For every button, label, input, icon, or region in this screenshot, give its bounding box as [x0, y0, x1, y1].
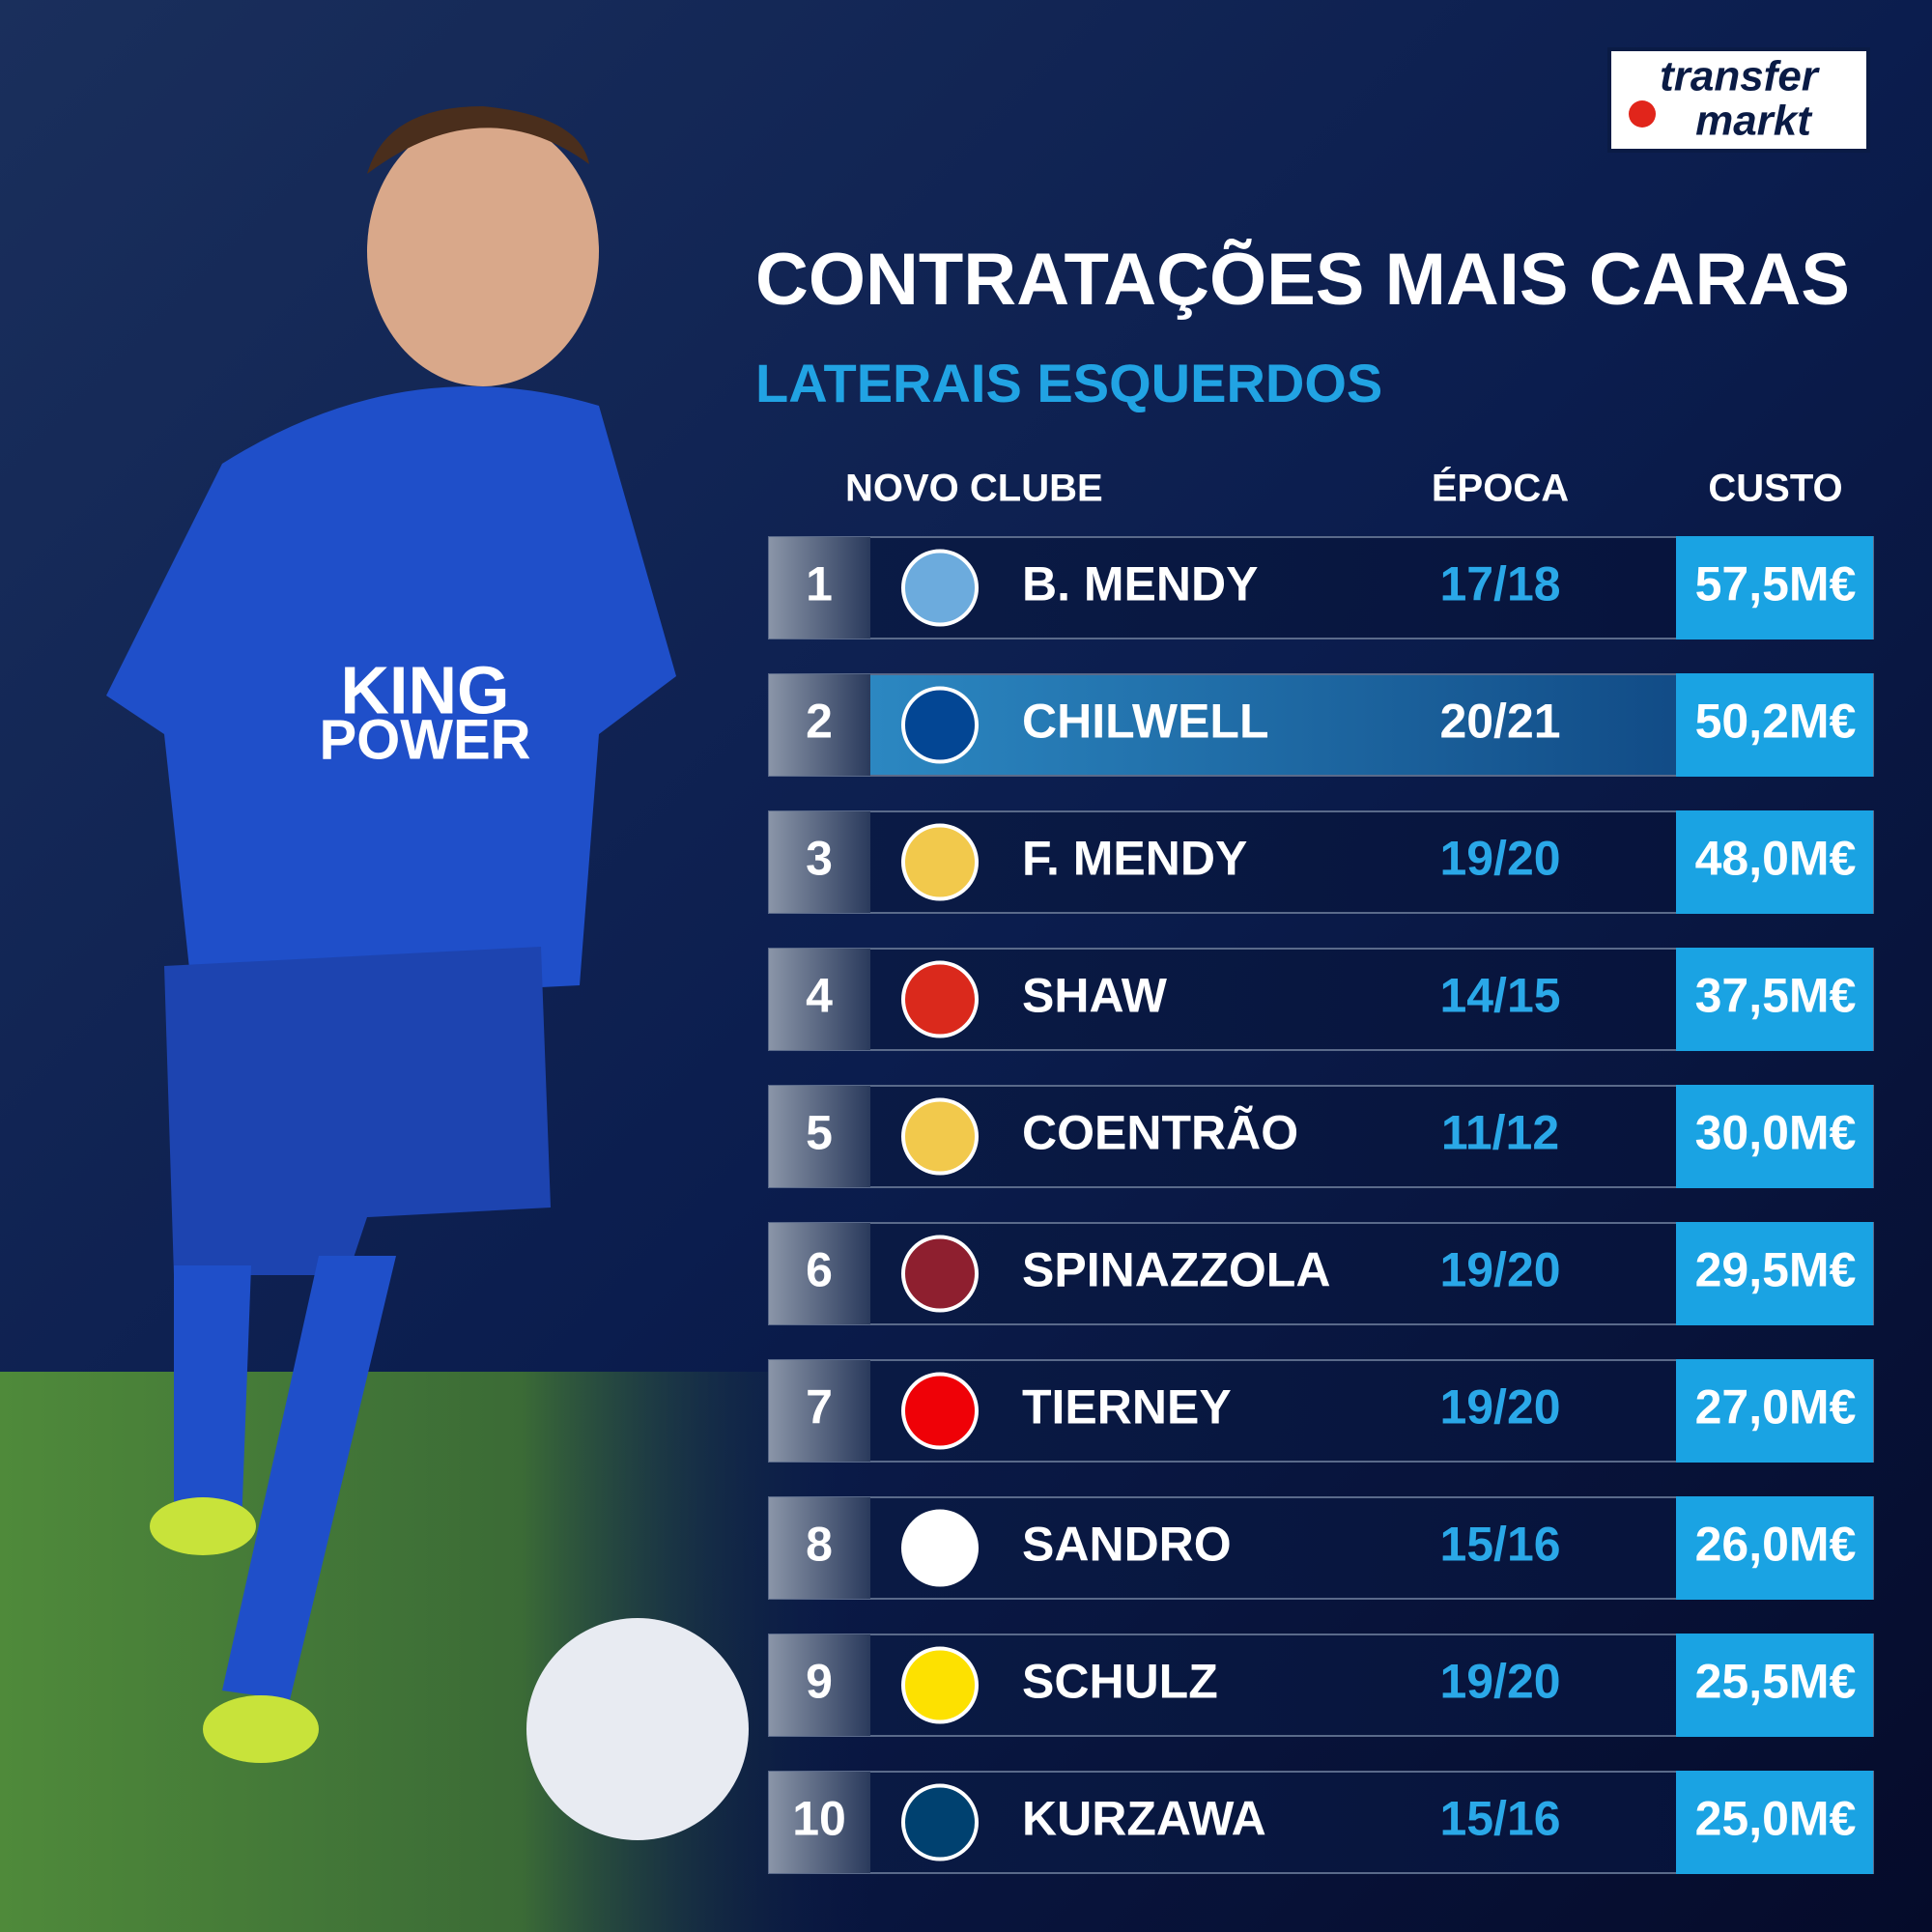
- cost: 29,5M€: [1695, 1243, 1857, 1297]
- player-name: CHILWELL: [1022, 695, 1269, 749]
- cost: 27,0M€: [1695, 1380, 1857, 1435]
- rank-box: [769, 949, 870, 1050]
- player-name: SANDRO: [1022, 1518, 1232, 1572]
- cost-box: [1676, 1496, 1873, 1600]
- cost: 50,2M€: [1695, 695, 1857, 749]
- cost: 26,0M€: [1695, 1518, 1857, 1572]
- cost-box: [1676, 1634, 1873, 1737]
- title: CONTRATAÇÕES MAIS CARAS: [755, 239, 1850, 321]
- season: 17/18: [1439, 557, 1560, 611]
- table-row: 10 KURZAWA 15/16 25,0M€: [768, 1771, 1874, 1874]
- table-row: 4 SHAW 14/15 37,5M€: [768, 948, 1874, 1051]
- season: 19/20: [1439, 832, 1560, 886]
- rank-box: [769, 1772, 870, 1873]
- player-name: B. MENDY: [1022, 557, 1258, 611]
- player-name: SHAW: [1022, 969, 1168, 1023]
- club-crest: [901, 686, 979, 764]
- cost: 37,5M€: [1695, 969, 1857, 1023]
- season: 11/12: [1441, 1106, 1559, 1160]
- season: 14/15: [1439, 969, 1560, 1023]
- club-crest: [901, 1097, 979, 1176]
- cost: 48,0M€: [1695, 832, 1857, 886]
- cost-box: [1676, 810, 1873, 914]
- player-photo: KING POWER: [106, 106, 749, 1840]
- rank: 8: [806, 1518, 833, 1572]
- column-header: CUSTO: [1708, 468, 1842, 510]
- rank-box: [769, 1497, 870, 1599]
- player-name: SCHULZ: [1022, 1655, 1218, 1709]
- season: 15/16: [1439, 1792, 1560, 1846]
- player-name: KURZAWA: [1022, 1792, 1266, 1846]
- cost: 25,0M€: [1695, 1792, 1857, 1846]
- cost-box: [1676, 1771, 1873, 1874]
- rank: 3: [806, 832, 833, 886]
- season: 15/16: [1439, 1518, 1560, 1572]
- club-crest: [901, 1235, 979, 1313]
- season: 20/21: [1439, 695, 1560, 749]
- rank: 9: [806, 1655, 833, 1709]
- player-name: TIERNEY: [1022, 1380, 1232, 1435]
- table-row: 2 CHILWELL 20/21 50,2M€: [768, 673, 1874, 777]
- svg-text:KING: KING: [341, 652, 510, 727]
- club-crest: [901, 1372, 979, 1450]
- rank: 6: [806, 1243, 833, 1297]
- rank-box: [769, 1223, 870, 1324]
- pitch: [0, 1372, 869, 1932]
- rank: 4: [806, 969, 833, 1023]
- cost-box: [1676, 536, 1873, 639]
- cost-box: [1676, 948, 1873, 1051]
- player-name: SPINAZZOLA: [1022, 1243, 1330, 1297]
- club-crest: [901, 1783, 979, 1861]
- cost-box: [1676, 1222, 1873, 1325]
- cost: 30,0M€: [1695, 1106, 1857, 1160]
- table-row: 6 SPINAZZOLA 19/20 29,5M€: [768, 1222, 1874, 1325]
- player-name: F. MENDY: [1022, 832, 1247, 886]
- table-row: 1 B. MENDY 17/18 57,5M€: [768, 536, 1874, 639]
- column-header: ÉPOCA: [1432, 467, 1569, 510]
- cost-box: [1676, 1359, 1873, 1463]
- table-row: 7 TIERNEY 19/20 27,0M€: [768, 1359, 1874, 1463]
- cost-box: [1676, 673, 1873, 777]
- season: 19/20: [1439, 1655, 1560, 1709]
- rank-box: [769, 811, 870, 913]
- rank: 1: [806, 557, 833, 611]
- season: 19/20: [1439, 1380, 1560, 1435]
- table-row: 8 SANDRO 15/16 26,0M€: [768, 1496, 1874, 1600]
- season: 19/20: [1439, 1243, 1560, 1297]
- rank: 7: [806, 1380, 833, 1435]
- rank-box: [769, 1634, 870, 1736]
- cost: 57,5M€: [1695, 557, 1857, 611]
- logo-line1: transfer: [1660, 53, 1821, 100]
- logo: transfer markt: [1607, 47, 1870, 153]
- rank-box: [769, 1086, 870, 1187]
- club-crest: [901, 549, 979, 627]
- logo-line2: markt: [1695, 98, 1813, 145]
- club-crest: [901, 1509, 979, 1587]
- club-crest: [901, 823, 979, 901]
- rank: 2: [806, 695, 833, 749]
- cost: 25,5M€: [1695, 1655, 1857, 1709]
- cost-box: [1676, 1085, 1873, 1188]
- table: NOVO CLUBE ÉPOCA CUSTO 1 B. MENDY 17/18 57,5M€…: [768, 467, 1874, 1874]
- rank: 10: [792, 1792, 846, 1846]
- table-row: 9 SCHULZ 19/20 25,5M€: [768, 1634, 1874, 1737]
- club-crest: [901, 960, 979, 1038]
- table-row: 3 F. MENDY 19/20 48,0M€: [768, 810, 1874, 914]
- rank-box: [769, 1360, 870, 1462]
- subtitle: LATERAIS ESQUERDOS: [755, 353, 1382, 413]
- column-header: NOVO CLUBE: [845, 468, 1103, 510]
- table-row: 5 COENTRÃO 11/12 30,0M€: [768, 1085, 1874, 1188]
- svg-text:POWER: POWER: [319, 708, 530, 771]
- rank-box: [769, 537, 870, 639]
- rank: 5: [806, 1106, 833, 1160]
- player-name: COENTRÃO: [1022, 1106, 1298, 1160]
- club-crest: [901, 1646, 979, 1724]
- rank-box: [769, 674, 870, 776]
